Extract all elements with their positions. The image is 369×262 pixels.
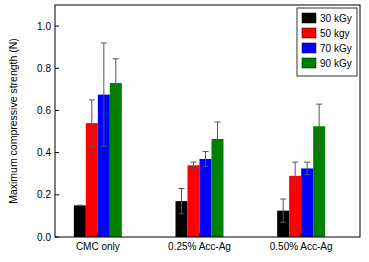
error-bar: [304, 162, 310, 175]
y-tick: [55, 110, 59, 111]
legend-label: 30 kGy: [320, 13, 352, 24]
legend-swatch: [302, 13, 316, 23]
legend-box: [297, 8, 357, 76]
legend-label: 50 kgy: [320, 28, 349, 39]
error-bar: [89, 100, 95, 146]
y-tick-label: 0.6: [37, 105, 51, 116]
error-bar: [203, 152, 209, 167]
error-bar: [280, 199, 286, 222]
y-tick-label: 0.4: [37, 147, 51, 158]
y-tick: [55, 152, 59, 153]
chart: 0.0 0.2 0.4 0.6 0.8 1.0 Maximum compressive st…: [0, 0, 369, 262]
legend-swatch: [302, 58, 316, 68]
legend-label: 90 kGy: [320, 58, 352, 69]
x-tick: [199, 233, 200, 237]
error-bar: [292, 162, 298, 189]
y-tick: [55, 26, 59, 27]
bar: [74, 205, 86, 237]
y-tick-label: 1.0: [37, 21, 51, 32]
x-tick-label: CMC only: [76, 241, 120, 252]
y-tick-label: 0.8: [37, 63, 51, 74]
plot-frame: [55, 5, 360, 237]
x-tick: [97, 233, 98, 237]
bar: [301, 168, 313, 237]
legend-swatch: [302, 28, 316, 38]
error-bar: [215, 122, 221, 156]
error-bar: [101, 43, 107, 146]
error-bar: [316, 104, 322, 148]
x-tick: [301, 233, 302, 237]
y-tick: [55, 194, 59, 195]
error-bar: [191, 162, 197, 168]
bar: [188, 165, 200, 237]
x-tick-label: 0.50% Acc-Ag: [270, 241, 333, 252]
legend-swatch: [302, 43, 316, 53]
x-tick-label: 0.25% Acc-Ag: [168, 241, 231, 252]
y-tick: [55, 68, 59, 69]
y-axis-label: Maximum compressive strength (N): [7, 38, 19, 204]
error-bar: [113, 59, 119, 108]
bar: [200, 159, 212, 237]
error-bar: [77, 205, 83, 206]
y-tick-label: 0.0: [37, 232, 51, 243]
legend-label: 70 kGy: [320, 43, 352, 54]
error-bar: [179, 188, 185, 213]
y-tick-label: 0.2: [37, 189, 51, 200]
